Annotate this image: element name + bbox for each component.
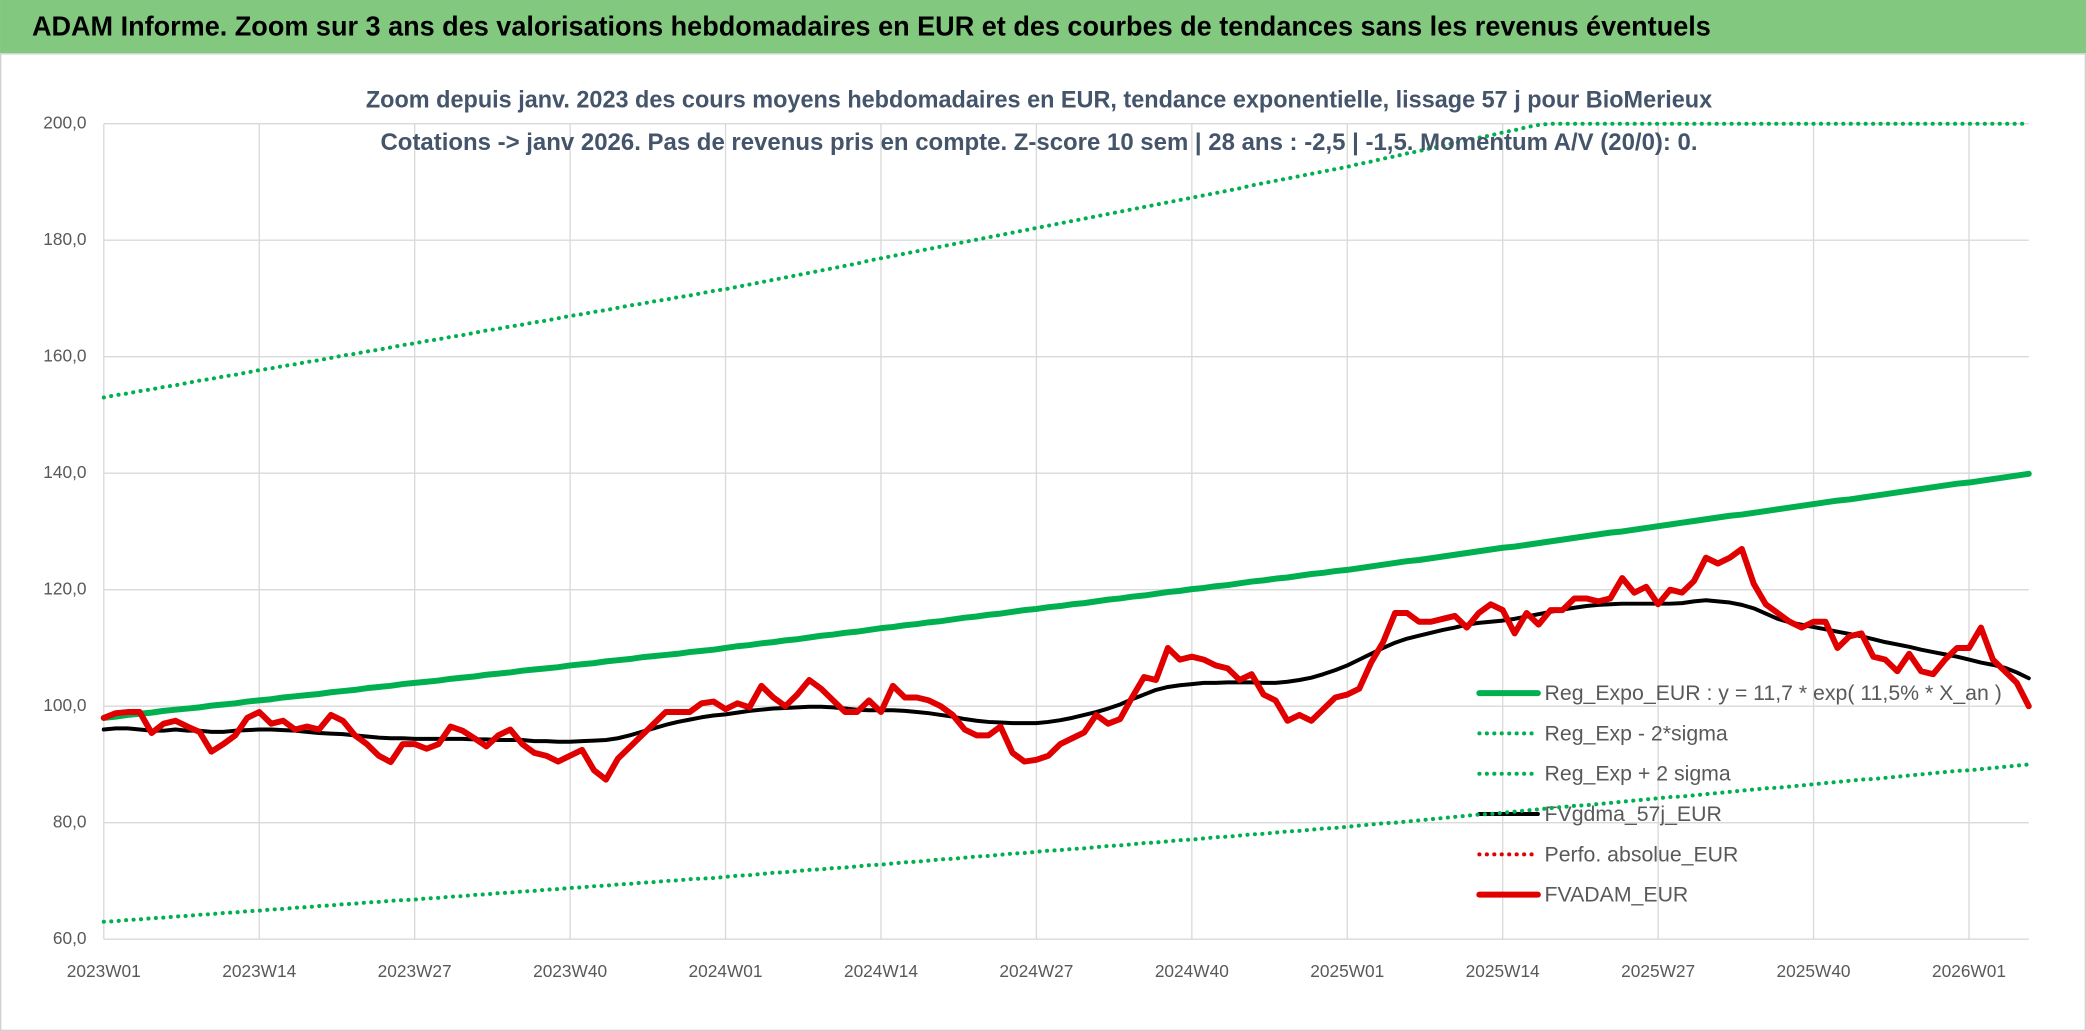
x-tick-label: 2025W01 <box>1310 961 1384 981</box>
header-title: ADAM Informe. Zoom sur 3 ans des valoris… <box>32 10 1711 41</box>
x-tick-label: 2025W40 <box>1777 961 1851 981</box>
series-line <box>100 470 2032 721</box>
x-tick-label: 2023W27 <box>378 961 452 981</box>
y-tick-label: 100,0 <box>43 695 86 715</box>
chart-border <box>0 53 2086 1031</box>
legend-label: FVgdma_57j_EUR <box>1545 802 1722 826</box>
y-tick-label: 160,0 <box>43 345 86 365</box>
plot-lines <box>100 121 2032 924</box>
x-tick-label: 2024W14 <box>844 961 918 981</box>
x-tick-label: 2023W40 <box>533 961 607 981</box>
y-tick-label: 140,0 <box>43 462 86 482</box>
y-tick-label: 120,0 <box>43 578 86 598</box>
series-line <box>101 598 2031 744</box>
y-tick-label: 80,0 <box>53 811 87 831</box>
x-tick-label: 2025W14 <box>1466 961 1540 981</box>
x-tick-label: 2025W27 <box>1621 961 1695 981</box>
legend-label: Reg_Exp - 2*sigma <box>1545 721 1728 745</box>
x-tick-label: 2026W01 <box>1932 961 2006 981</box>
y-tick-label: 60,0 <box>53 928 87 948</box>
series-line <box>101 121 2031 400</box>
chart-title: Zoom depuis janv. 2023 des cours moyens … <box>366 86 1713 113</box>
legend-label: Reg_Exp + 2 sigma <box>1545 762 1731 786</box>
legend: Reg_Expo_EUR : y = 11,7 * exp( 11,5% * X… <box>1476 681 2002 907</box>
legend-label: Reg_Expo_EUR : y = 11,7 * exp( 11,5% * X… <box>1545 681 2002 705</box>
x-tick-label: 2023W01 <box>67 961 141 981</box>
legend-label: FVADAM_EUR <box>1545 883 1689 907</box>
chart-subtitle: Cotations -> janv 2026. Pas de revenus p… <box>380 129 1697 156</box>
series-line <box>101 762 2031 924</box>
y-tick-label: 200,0 <box>43 112 86 132</box>
legend-label: Perfo. absolue_EUR <box>1545 842 1739 866</box>
y-tick-label: 180,0 <box>43 229 86 249</box>
x-tick-label: 2024W40 <box>1155 961 1229 981</box>
x-tick-label: 2023W14 <box>222 961 296 981</box>
x-tick-label: 2024W27 <box>999 961 1073 981</box>
series-line <box>100 545 2032 783</box>
x-tick-label: 2024W01 <box>689 961 763 981</box>
header-bar <box>0 0 2086 54</box>
